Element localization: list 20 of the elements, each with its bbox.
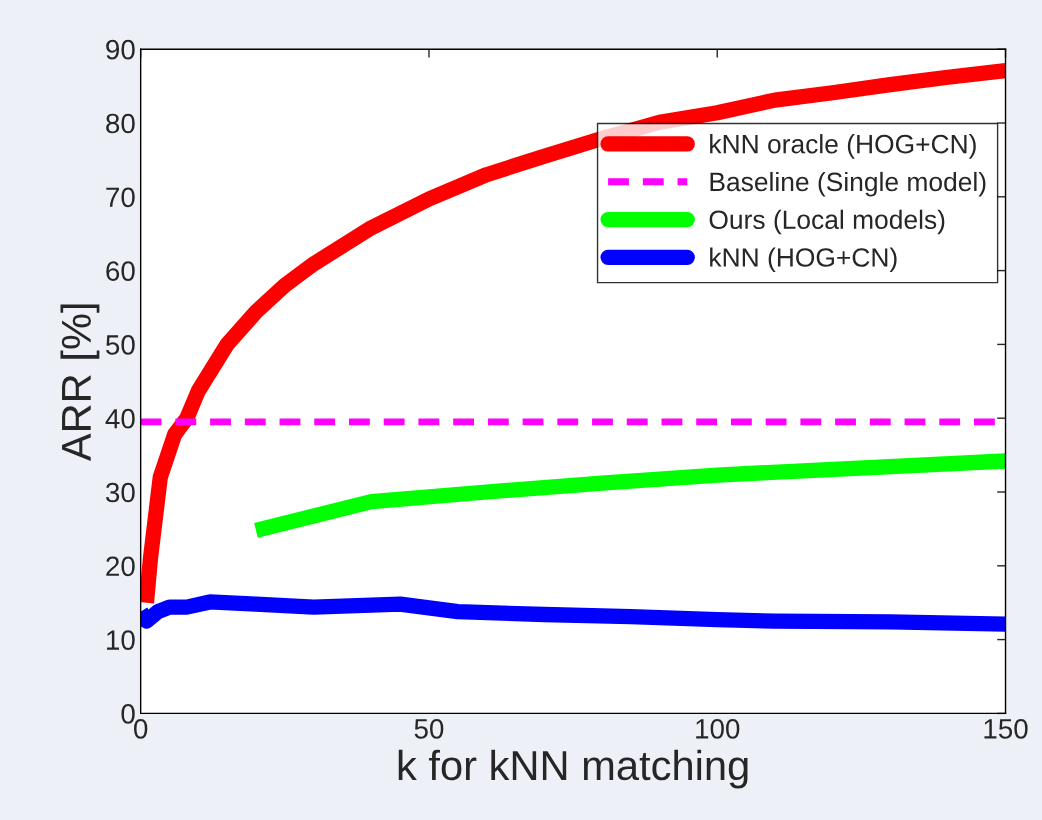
- legend-label: kNN oracle (HOG+CN): [710, 134, 976, 159]
- legend-label: kNN (HOG+CN): [710, 247, 897, 273]
- y-tick-label: 40: [105, 408, 135, 429]
- x-tick-label: 50: [414, 718, 444, 739]
- y-tick-label: 70: [106, 187, 135, 208]
- legend-label: Ours (Local models): [709, 209, 945, 235]
- y-tick-label: 30: [105, 482, 135, 503]
- y-tick-label: 20: [106, 556, 135, 577]
- y-tick-label: 50: [106, 335, 135, 355]
- y-tick-label: 90: [106, 39, 135, 60]
- x-tick-label: 0: [134, 718, 148, 739]
- legend-label: Baseline (Single model): [710, 171, 986, 197]
- x-tick-label: 150: [984, 718, 1028, 739]
- x-axis-title: k for kNN matching: [398, 749, 748, 789]
- x-tick-label: 100: [696, 718, 740, 739]
- y-tick-label: 0: [121, 704, 135, 724]
- y-tick-label: 80: [106, 113, 135, 134]
- y-tick-label: 60: [106, 261, 135, 281]
- y-tick-label: 10: [107, 630, 135, 650]
- y-axis-title: ARR [%]: [60, 304, 100, 462]
